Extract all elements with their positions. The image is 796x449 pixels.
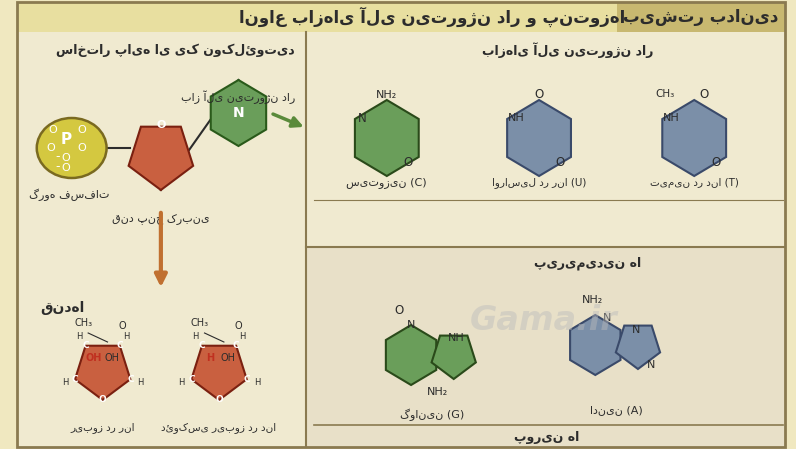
Text: H: H (76, 332, 83, 341)
Text: OH: OH (85, 353, 102, 363)
Text: O: O (61, 153, 70, 163)
Text: بازهای آلی نیتروژن دار: بازهای آلی نیتروژن دار (482, 42, 654, 58)
Text: سیتوزین (C): سیتوزین (C) (346, 177, 427, 189)
Polygon shape (129, 127, 193, 190)
Text: N: N (358, 111, 367, 124)
Text: قند پنج کربنی: قند پنج کربنی (112, 215, 209, 225)
Text: C: C (199, 341, 205, 350)
Text: N: N (603, 313, 611, 323)
Text: NH: NH (507, 113, 524, 123)
Ellipse shape (37, 118, 107, 178)
Text: ساختار پایه ای یک نوکلئوتید: ساختار پایه ای یک نوکلئوتید (56, 43, 295, 57)
Text: -: - (56, 160, 60, 173)
Text: تیمین در دنا (T): تیمین در دنا (T) (650, 178, 739, 188)
Text: C: C (127, 375, 134, 384)
Text: H: H (178, 378, 185, 387)
Text: O: O (77, 125, 86, 135)
Text: N: N (232, 106, 244, 120)
Text: O: O (395, 304, 404, 317)
Text: انواع بازهای آلی نیتروژن دار و پنتوزها: انواع بازهای آلی نیتروژن دار و پنتوزها (240, 7, 626, 27)
Text: H: H (254, 378, 260, 387)
Polygon shape (386, 325, 436, 385)
FancyBboxPatch shape (306, 32, 786, 247)
Text: دئوکسی ریبوز در دنا: دئوکسی ریبوز در دنا (162, 423, 277, 433)
Polygon shape (431, 335, 476, 379)
Text: NH₂: NH₂ (582, 295, 603, 305)
Polygon shape (191, 346, 247, 400)
Text: O: O (699, 88, 708, 101)
Text: ریبوز در رنا: ریبوز در رنا (70, 423, 135, 433)
Text: NH₂: NH₂ (427, 387, 448, 397)
Text: OH: OH (104, 353, 119, 363)
Text: P: P (60, 132, 72, 148)
Text: C: C (244, 375, 250, 384)
FancyBboxPatch shape (617, 2, 786, 32)
Text: گروه فسفات: گروه فسفات (29, 189, 109, 201)
Text: H: H (193, 332, 199, 341)
FancyBboxPatch shape (18, 32, 306, 447)
Text: ادنین (A): ادنین (A) (591, 405, 643, 415)
Text: N: N (407, 320, 416, 330)
Text: H: H (240, 332, 246, 341)
Text: H: H (205, 353, 214, 363)
Text: H: H (138, 378, 144, 387)
Polygon shape (570, 315, 621, 375)
Text: C: C (116, 341, 123, 350)
Text: O: O (77, 143, 86, 153)
Text: قندها: قندها (40, 301, 84, 315)
Polygon shape (507, 100, 571, 176)
Polygon shape (662, 100, 726, 176)
Text: O: O (404, 155, 413, 168)
Text: C: C (233, 341, 240, 350)
Text: اوراسیل در رنا (U): اوراسیل در رنا (U) (492, 177, 586, 189)
Text: پورین ها: پورین ها (514, 431, 579, 444)
Text: گوانین (G): گوانین (G) (400, 409, 465, 421)
Text: O: O (156, 120, 166, 130)
Text: O: O (235, 321, 242, 331)
Text: O: O (48, 125, 57, 135)
Text: CH₃: CH₃ (74, 318, 92, 328)
Text: NH: NH (662, 113, 679, 123)
Text: O: O (119, 321, 126, 331)
Polygon shape (211, 80, 266, 146)
Text: NH: NH (448, 333, 465, 343)
Polygon shape (616, 326, 660, 369)
Text: O: O (534, 88, 544, 101)
Text: پیریمیدین ها: پیریمیدین ها (534, 256, 641, 270)
Text: -: - (56, 150, 60, 163)
Text: C: C (188, 375, 195, 384)
Text: باز آلی نیتروژن دار: باز آلی نیتروژن دار (181, 90, 295, 104)
Text: O: O (99, 396, 107, 405)
FancyBboxPatch shape (306, 247, 786, 447)
Text: N: N (632, 325, 640, 335)
Polygon shape (355, 100, 419, 176)
Text: O: O (46, 143, 55, 153)
Text: OH: OH (221, 353, 236, 363)
Text: CH₃: CH₃ (655, 89, 675, 99)
Text: O: O (215, 396, 223, 405)
Text: O: O (61, 163, 70, 173)
FancyBboxPatch shape (18, 2, 786, 32)
Text: CH₃: CH₃ (190, 318, 209, 328)
Text: Gama.ir: Gama.ir (470, 304, 618, 336)
Text: بیشتر بدانید: بیشتر بدانید (623, 8, 778, 26)
Text: O: O (556, 155, 565, 168)
Text: H: H (62, 378, 68, 387)
Text: C: C (72, 375, 78, 384)
Text: C: C (82, 341, 89, 350)
Text: NH₂: NH₂ (377, 90, 397, 100)
Text: N: N (646, 360, 655, 370)
Polygon shape (75, 346, 131, 400)
Text: O: O (711, 155, 720, 168)
Text: H: H (123, 332, 129, 341)
